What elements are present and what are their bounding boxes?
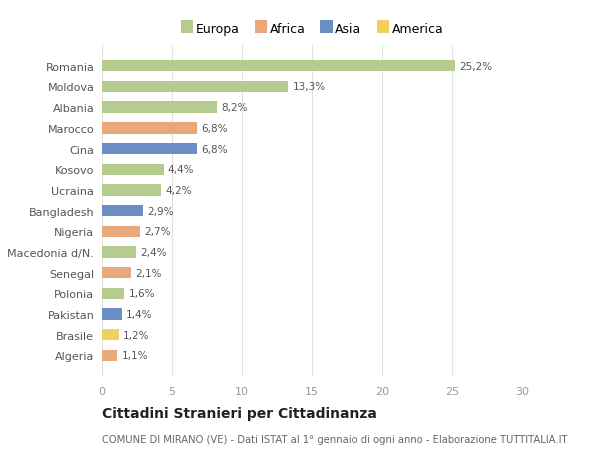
- Text: 6,8%: 6,8%: [202, 123, 228, 134]
- Bar: [102, 309, 122, 320]
- Text: 2,9%: 2,9%: [147, 206, 173, 216]
- Text: COMUNE DI MIRANO (VE) - Dati ISTAT al 1° gennaio di ogni anno - Elaborazione TUT: COMUNE DI MIRANO (VE) - Dati ISTAT al 1°…: [102, 434, 568, 444]
- Text: 13,3%: 13,3%: [292, 82, 326, 92]
- Bar: [102, 330, 119, 341]
- Bar: [102, 144, 197, 155]
- Bar: [102, 61, 455, 72]
- Bar: [102, 185, 161, 196]
- Bar: [102, 102, 217, 113]
- Text: 6,8%: 6,8%: [202, 144, 228, 154]
- Text: 1,6%: 1,6%: [128, 289, 155, 299]
- Text: 2,7%: 2,7%: [144, 227, 170, 237]
- Bar: [102, 288, 124, 299]
- Text: 25,2%: 25,2%: [459, 62, 492, 72]
- Text: 4,4%: 4,4%: [168, 165, 194, 175]
- Bar: [102, 226, 140, 237]
- Text: 8,2%: 8,2%: [221, 103, 248, 113]
- Text: 1,2%: 1,2%: [123, 330, 149, 340]
- Bar: [102, 268, 131, 279]
- Text: 2,1%: 2,1%: [136, 268, 162, 278]
- Bar: [102, 350, 118, 361]
- Legend: Europa, Africa, Asia, America: Europa, Africa, Asia, America: [181, 23, 443, 36]
- Bar: [102, 206, 143, 217]
- Bar: [102, 82, 288, 93]
- Text: Cittadini Stranieri per Cittadinanza: Cittadini Stranieri per Cittadinanza: [102, 406, 377, 420]
- Text: 2,4%: 2,4%: [140, 247, 166, 257]
- Text: 4,2%: 4,2%: [165, 185, 191, 196]
- Text: 1,4%: 1,4%: [126, 309, 152, 319]
- Bar: [102, 247, 136, 258]
- Bar: [102, 123, 197, 134]
- Bar: [102, 164, 164, 175]
- Text: 1,1%: 1,1%: [122, 351, 148, 361]
